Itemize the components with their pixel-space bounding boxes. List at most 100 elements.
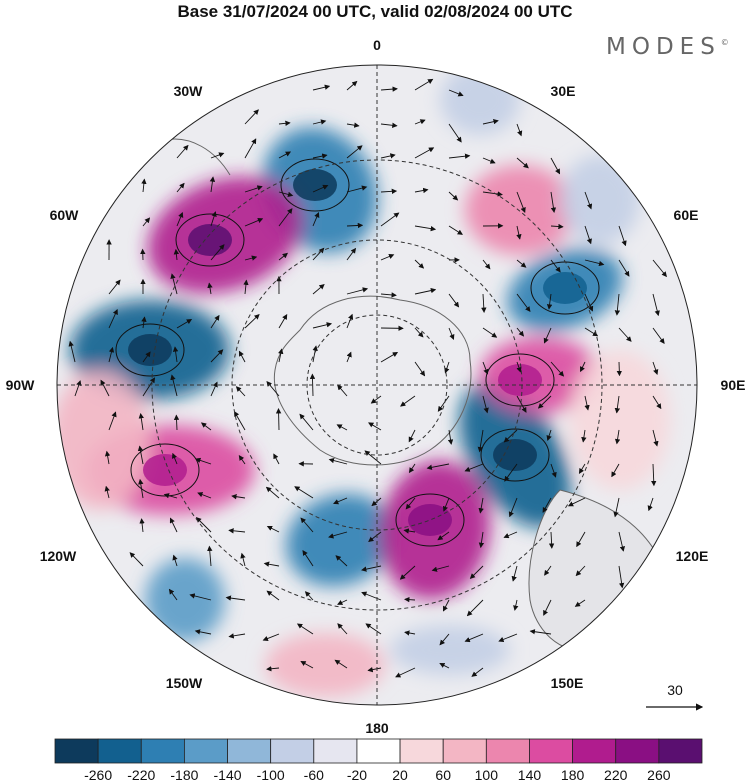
wind-vector — [142, 217, 151, 227]
wind-vector — [210, 349, 224, 363]
wind-vector — [575, 565, 586, 577]
wind-vector — [442, 497, 450, 512]
wind-vector — [312, 153, 328, 159]
wind-vector — [466, 599, 484, 617]
wind-vector — [652, 327, 665, 344]
wind-vector — [275, 408, 282, 431]
colorbar-swatch — [183, 738, 228, 764]
wind-vector — [296, 623, 314, 635]
wind-vector — [176, 319, 193, 329]
wind-vector — [516, 293, 531, 313]
wind-vector — [244, 217, 264, 227]
wind-vector — [581, 429, 587, 443]
wind-vector — [614, 429, 621, 445]
wind-vector — [614, 395, 621, 414]
wind-vector — [482, 327, 498, 338]
wind-vector — [584, 191, 593, 210]
wind-vector — [312, 283, 325, 295]
wind-vector — [414, 327, 424, 338]
wind-vector — [266, 590, 280, 601]
map-border — [56, 64, 698, 706]
wind-vector — [550, 191, 557, 213]
wind-vector — [210, 381, 218, 397]
wind-vector — [618, 565, 625, 589]
wind-vector — [478, 497, 484, 514]
wind-vector — [169, 517, 178, 533]
wind-vector — [550, 463, 557, 478]
lon-label-150e: 150E — [551, 675, 584, 691]
wind-vector — [243, 279, 249, 295]
wind-vector — [544, 565, 552, 576]
wind-vector — [482, 361, 489, 375]
wind-vector — [444, 361, 450, 374]
antarctica-coastline — [273, 295, 472, 466]
wind-vector — [516, 361, 522, 373]
colorbar-tick-label: 20 — [392, 767, 408, 783]
wind-vector — [464, 633, 484, 643]
wind-vector — [652, 259, 667, 278]
wind-vector — [328, 457, 348, 465]
wind-vector — [176, 211, 184, 227]
wind-vector — [335, 555, 348, 567]
wind-vector — [312, 345, 318, 363]
wind-vector — [380, 188, 398, 195]
wind-vector — [498, 633, 518, 642]
colorbar-swatch — [399, 738, 444, 764]
wind-vector — [244, 255, 258, 261]
wind-vector — [439, 633, 450, 646]
wind-vector — [408, 429, 416, 443]
modes-logo: MODES© — [606, 34, 729, 60]
wind-vector — [278, 348, 284, 363]
colorbar-tick-label: 260 — [647, 767, 671, 783]
wind-vector — [584, 327, 599, 337]
wind-vector — [516, 225, 522, 240]
wind-vector — [414, 78, 434, 91]
wind-vector — [235, 386, 246, 397]
colorbar-swatch — [442, 738, 487, 764]
wind-vector — [546, 429, 552, 441]
wind-vector — [108, 309, 118, 329]
wind-vector — [240, 552, 246, 567]
wind-vector — [312, 84, 331, 91]
wind-vector — [244, 138, 257, 159]
wind-vector — [176, 182, 185, 193]
wind-vector — [263, 561, 280, 567]
wind-vector — [503, 429, 518, 443]
colorbar-tick-label: -100 — [257, 767, 285, 783]
wind-vector — [228, 633, 246, 639]
wind-vector — [395, 667, 416, 678]
colorbar: -260 -220 -180 -140 -100 -60 -20 20 60 100 140 180 2… — [54, 738, 703, 783]
wind-vector — [108, 346, 115, 363]
wind-vector — [469, 565, 484, 579]
wind-vector — [173, 414, 180, 431]
wind-vector — [346, 287, 369, 295]
wind-vector — [265, 486, 280, 499]
colorbar-tick-label: -60 — [304, 767, 324, 783]
wind-vector — [304, 591, 314, 601]
wind-vector — [567, 497, 586, 507]
wind-vector — [138, 412, 144, 431]
wind-vector — [482, 259, 491, 270]
wind-vector — [210, 244, 225, 261]
wind-vector — [439, 663, 450, 669]
wind-vector — [513, 599, 519, 611]
wind-vector — [511, 565, 518, 582]
wind-vector — [647, 497, 654, 512]
wind-vector — [574, 599, 586, 607]
wind-vector — [504, 463, 518, 482]
wind-vector — [194, 629, 212, 635]
wind-vector — [508, 497, 518, 518]
lon-label-180: 180 — [365, 720, 389, 736]
lon-label-30e: 30E — [551, 83, 576, 99]
wind-vector — [207, 545, 213, 567]
wind-vector — [209, 176, 216, 193]
wind-vector — [207, 282, 213, 295]
wind-vector — [380, 153, 396, 159]
wind-vector — [68, 340, 76, 363]
wind-vector — [278, 191, 294, 198]
lon-label-120e: 120E — [676, 548, 709, 564]
wind-vector — [312, 184, 329, 193]
wind-vector — [244, 313, 260, 329]
wind-vector — [299, 413, 314, 431]
wind-vector — [584, 225, 592, 245]
